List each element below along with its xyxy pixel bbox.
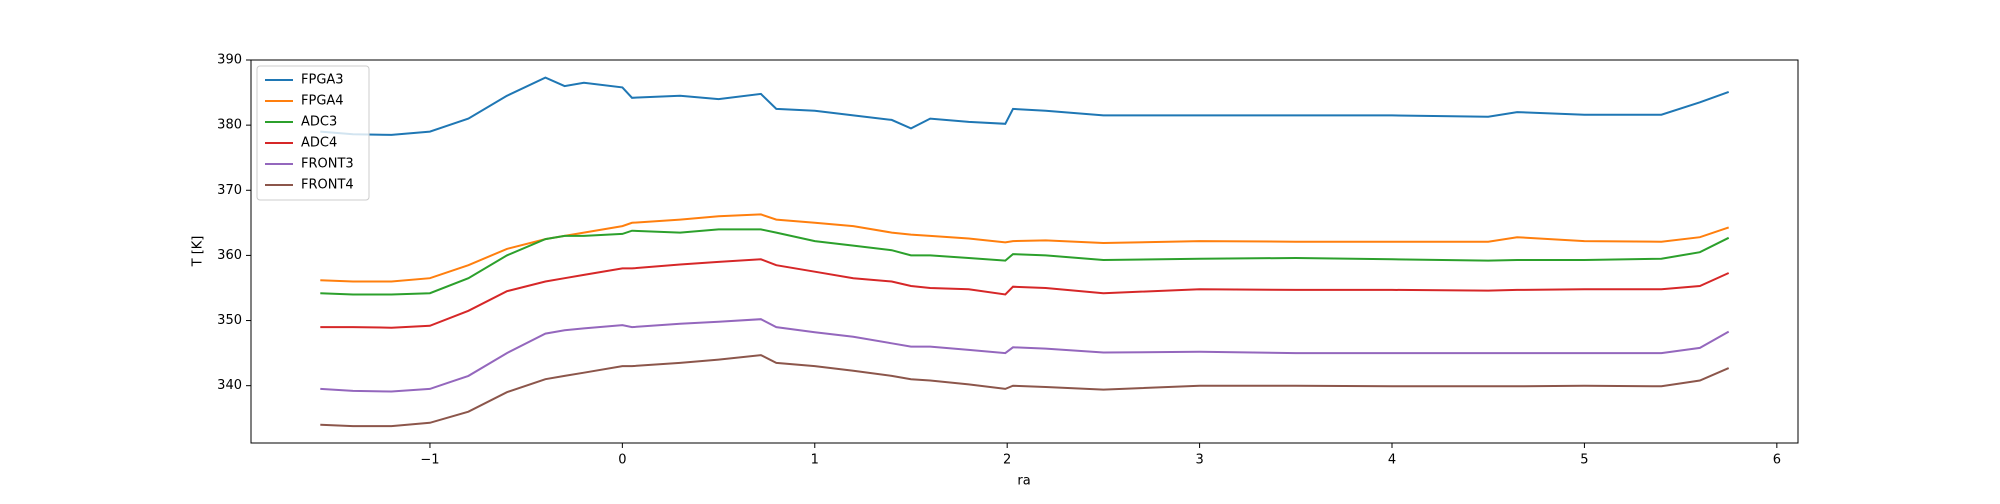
x-tick-label: 3: [1195, 453, 1203, 468]
legend-label: ADC3: [301, 115, 337, 130]
x-tick-label: 4: [1388, 453, 1396, 468]
data-line: [320, 228, 1730, 296]
y-tick-label: 350: [217, 313, 242, 328]
y-tick-label: 390: [217, 53, 242, 68]
legend-label: FPGA3: [301, 73, 344, 88]
y-axis-label: T [K]: [191, 236, 206, 268]
x-tick-label: 2: [1003, 453, 1011, 468]
legend-label: FPGA4: [301, 94, 344, 109]
x-axis-label: ra: [1017, 474, 1030, 489]
data-line: [320, 213, 1730, 283]
legend-label: FRONT3: [301, 157, 354, 172]
data-line: [320, 76, 1730, 136]
legend-box: [256, 65, 370, 201]
x-tick-label: 6: [1773, 453, 1781, 468]
data-line: [320, 318, 1730, 393]
y-tick-label: 370: [217, 183, 242, 198]
data-line: [320, 354, 1730, 428]
y-tick-label: 380: [217, 118, 242, 133]
legend-label: FRONT4: [301, 178, 354, 193]
x-tick-label: 1: [811, 453, 819, 468]
y-tick-label: 360: [217, 248, 242, 263]
x-tick-label: 5: [1580, 453, 1588, 468]
y-tick-label: 340: [217, 378, 242, 393]
plot-frame: [250, 59, 1799, 444]
legend-label: ADC4: [301, 136, 337, 151]
x-tick-label: 0: [618, 453, 626, 468]
x-tick-label: −1: [420, 453, 439, 468]
data-line: [320, 258, 1730, 329]
